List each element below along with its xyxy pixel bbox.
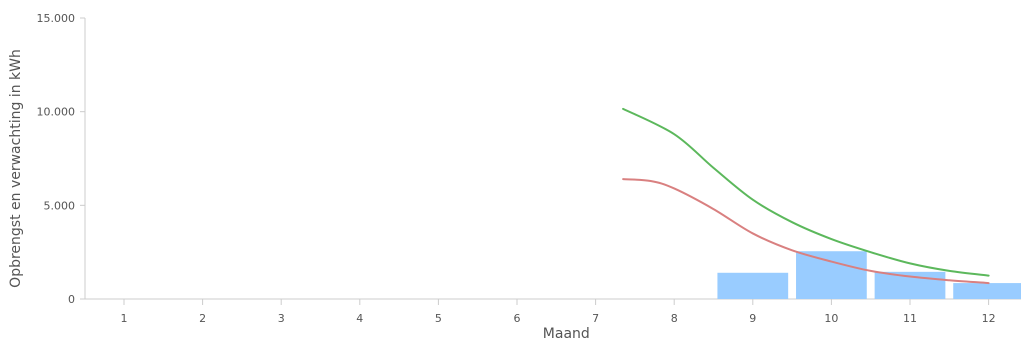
x-tick-label: 10 — [824, 312, 838, 325]
y-tick-label: 5.000 — [44, 199, 76, 212]
x-tick-label: 12 — [982, 312, 996, 325]
x-tick-label: 2 — [199, 312, 206, 325]
y-tick-label: 10.000 — [37, 106, 76, 119]
x-tick-label: 11 — [903, 312, 917, 325]
x-tick-label: 8 — [671, 312, 678, 325]
x-tick-label: 4 — [356, 312, 363, 325]
y-axis-label: Opbrengst en verwachting in kWh — [8, 49, 24, 288]
x-axis-label: Maand — [543, 326, 590, 341]
x-tick-label: 3 — [278, 312, 285, 325]
bar — [796, 251, 867, 299]
y-tick-label: 0 — [68, 293, 75, 306]
x-tick-label: 6 — [514, 312, 521, 325]
x-tick-label: 1 — [121, 312, 128, 325]
series-line — [623, 109, 988, 276]
x-tick-label: 7 — [592, 312, 599, 325]
x-tick-label: 9 — [749, 312, 756, 325]
bar — [953, 283, 1021, 299]
x-tick-label: 5 — [435, 312, 442, 325]
y-tick-label: 15.000 — [37, 12, 76, 25]
bar — [717, 273, 788, 299]
